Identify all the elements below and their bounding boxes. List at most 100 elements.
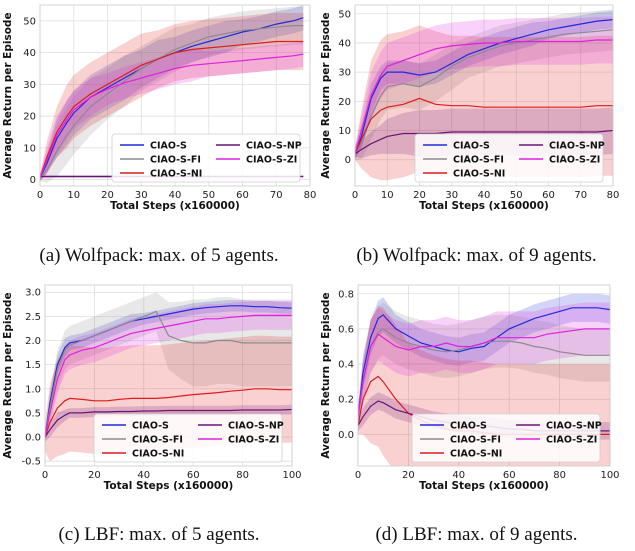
y-tick-label: 40: [23, 48, 36, 59]
x-tick-label: 20: [88, 470, 101, 481]
y-tick-label: 20: [338, 97, 351, 108]
plot-frame: [39, 4, 311, 187]
band-ciao-s-fi: [355, 9, 613, 160]
y-tick-label: 30: [23, 80, 36, 91]
line-ciao-s-fi: [355, 29, 613, 155]
x-tick-label: 0: [352, 190, 358, 201]
x-axis-label: Total Steps (x160000): [110, 200, 240, 212]
band-ciao-s: [358, 293, 610, 426]
x-tick-label: 10: [67, 190, 80, 201]
legend-label: CIAO-S-FI: [132, 435, 183, 446]
x-tick-label: 100: [282, 470, 301, 481]
caption-c: (c) LBF: max. of 5 agents.: [58, 524, 260, 545]
y-tick-label: 0.0: [338, 430, 354, 441]
y-tick-label: 0.8: [338, 289, 354, 300]
x-tick-label: 30: [445, 190, 458, 201]
line-ciao-s: [45, 305, 292, 438]
x-tick-label: 60: [236, 190, 249, 201]
y-tick-label: 0: [345, 155, 351, 166]
line-ciao-s-np: [45, 408, 292, 438]
y-tick-label: 0.2: [338, 395, 354, 406]
y-tick-label: 30: [338, 68, 351, 79]
legend-label: CIAO-S-NP: [546, 421, 602, 432]
x-axis-label: Total Steps (x160000): [419, 200, 549, 212]
x-tick-label: 40: [478, 190, 491, 201]
x-tick-label: 40: [137, 470, 150, 481]
line-ciao-s-zi: [358, 328, 610, 417]
x-tick-label: 60: [542, 190, 555, 201]
line-ciao-s-ni: [40, 40, 304, 179]
band-ciao-s-zi: [358, 302, 610, 426]
x-tick-label: 30: [135, 190, 148, 201]
legend-box: [93, 413, 283, 463]
legend: CIAO-S CIAO-S-NP CIAO-S-FI CIAO-S-ZI CIAO-S-…: [411, 413, 602, 463]
x-tick-label: 80: [304, 190, 317, 201]
legend: CIAO-S CIAO-S-NP CIAO-S-FI CIAO-S-ZI CIAO-S-…: [111, 133, 302, 183]
x-tick-label: 60: [187, 470, 200, 481]
legend-label: CIAO-S-NP: [228, 421, 284, 432]
legend-label: CIAO-S-FI: [150, 155, 201, 166]
line-ciao-s-zi: [355, 39, 613, 155]
plot-frame: [357, 284, 611, 467]
legend-label: CIAO-S-NI: [132, 449, 184, 460]
line-ciao-s-ni: [45, 388, 292, 438]
legend-box: [414, 133, 604, 183]
band-ciao-s-ni: [40, 12, 304, 182]
legend-label: CIAO-S-ZI: [546, 435, 597, 446]
x-tick-label: 50: [202, 190, 215, 201]
legend-label: CIAO-S-NI: [450, 449, 502, 460]
x-tick-label: 10: [381, 190, 394, 201]
legend-box: [411, 413, 601, 463]
caption-b: (b) Wolfpack: max. of 9 agents.: [356, 245, 597, 266]
x-tick-label: 80: [607, 190, 620, 201]
series-lines: [45, 305, 292, 438]
y-tick-label: 20: [23, 112, 36, 123]
band-ciao-s-zi: [45, 300, 292, 442]
legend-label: CIAO-S: [150, 141, 187, 152]
y-tick-label: 0.0: [25, 433, 41, 444]
caption-d: (d) LBF: max. of 9 agents.: [375, 524, 578, 545]
y-tick-label: 3.0: [25, 288, 41, 299]
legend-label: CIAO-S-FI: [450, 435, 501, 446]
x-tick-label: 60: [503, 470, 516, 481]
x-tick-label: 80: [236, 470, 249, 481]
line-ciao-s-zi: [45, 314, 292, 438]
band-ciao-s-zi: [40, 41, 304, 182]
legend-label: CIAO-S-ZI: [549, 155, 600, 166]
line-ciao-s: [358, 307, 610, 417]
y-axis-label: Average Return per Episode: [320, 292, 332, 458]
y-tick-label: 1.5: [25, 360, 41, 371]
x-tick-label: 80: [553, 470, 566, 481]
legend-label: CIAO-S-NP: [246, 141, 302, 152]
y-tick-label: 0.5: [25, 408, 41, 419]
legend-box: [111, 133, 301, 183]
y-axis-label: Average Return per Episode: [2, 292, 14, 458]
legend-label: CIAO-S-NI: [453, 169, 505, 180]
legend-label: CIAO-S: [450, 421, 487, 432]
band-ciao-s: [355, 10, 613, 160]
caption-a: (a) Wolfpack: max. of 5 agents.: [39, 245, 279, 266]
y-tick-label: 50: [338, 9, 351, 20]
x-tick-label: 20: [101, 190, 114, 201]
y-tick-label: -0.5: [21, 457, 41, 468]
x-tick-label: 40: [169, 190, 182, 201]
y-tick-label: 50: [23, 16, 36, 27]
legend-label: CIAO-S: [132, 421, 169, 432]
x-tick-label: 70: [270, 190, 283, 201]
legend-label: CIAO-S: [453, 141, 490, 152]
legend-label: CIAO-S-NI: [150, 169, 202, 180]
y-tick-label: 0: [30, 175, 36, 186]
band-ciao-s: [45, 300, 292, 442]
band-ciao-s-fi: [358, 302, 610, 426]
plot-frame: [44, 284, 293, 467]
x-tick-label: 0: [42, 470, 48, 481]
y-tick-label: 2.5: [25, 312, 41, 323]
legend: CIAO-S CIAO-S-NP CIAO-S-FI CIAO-S-ZI CIAO-S-…: [414, 133, 605, 183]
legend-label: CIAO-S-FI: [453, 155, 504, 166]
legend-label: CIAO-S-ZI: [228, 435, 279, 446]
x-axis-label: Total Steps (x160000): [419, 480, 549, 492]
band-ciao-s-fi: [45, 292, 292, 442]
y-tick-label: 10: [338, 126, 351, 137]
